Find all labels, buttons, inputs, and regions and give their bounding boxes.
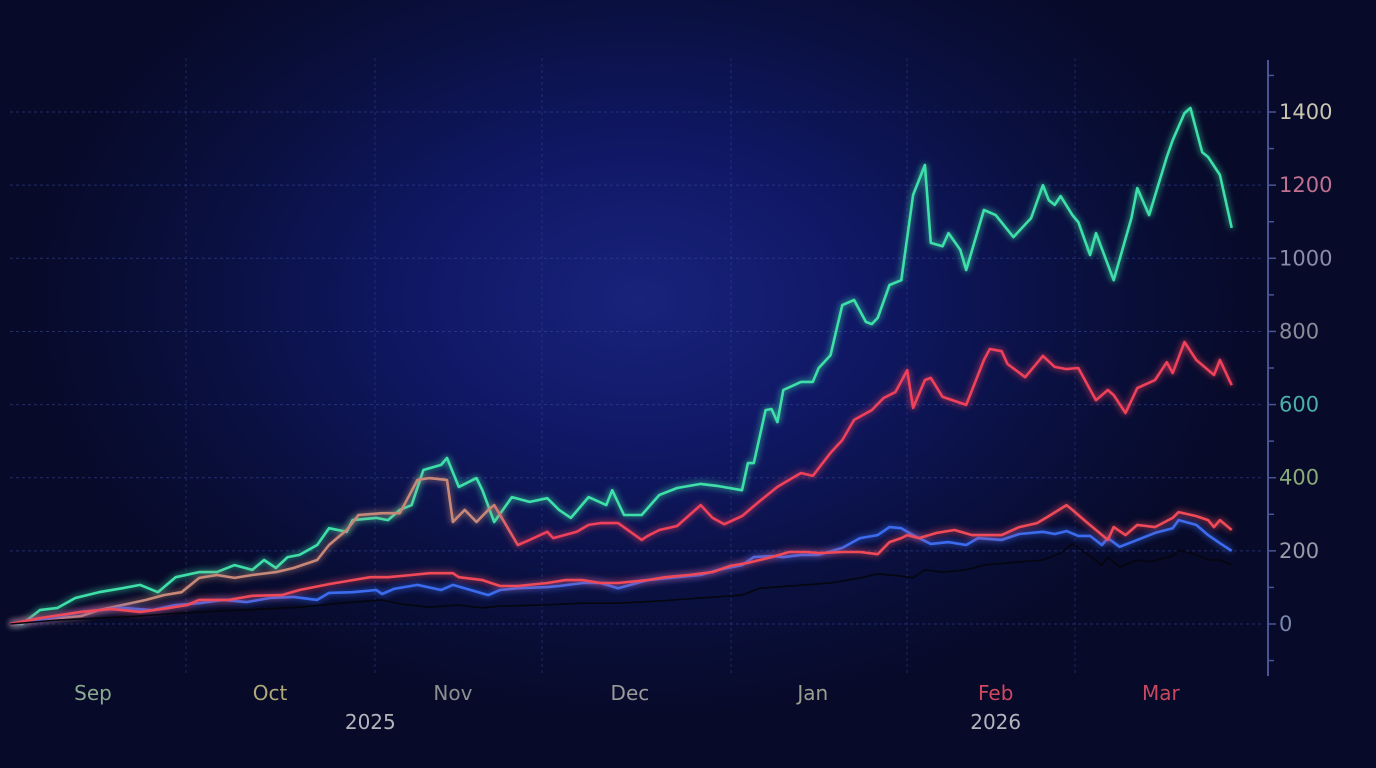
series-line-red-lower bbox=[10, 503, 1233, 626]
x-tick-label: Oct bbox=[253, 681, 288, 705]
series-line-red-upper bbox=[10, 340, 1233, 626]
y-tick-label: 600 bbox=[1279, 393, 1319, 417]
x-tick-label: Mar bbox=[1142, 681, 1181, 705]
grid bbox=[10, 58, 1262, 675]
y-tick-label: 1000 bbox=[1279, 246, 1332, 270]
x-tick-label: Nov bbox=[433, 681, 472, 705]
series-group bbox=[10, 106, 1233, 626]
x-tick-labels: Sep Oct Nov Dec Jan Feb Mar 2025 2026 bbox=[74, 681, 1180, 734]
y-tick-label: 0 bbox=[1279, 612, 1292, 636]
x-tick-label: Jan bbox=[795, 681, 828, 705]
series-line-black bbox=[10, 543, 1233, 625]
year-label: 2025 bbox=[345, 710, 396, 734]
y-tick-labels: 0 200 400 600 800 1000 1200 1400 bbox=[1279, 100, 1332, 636]
y-tick-label: 200 bbox=[1279, 539, 1319, 563]
y-tick-label: 1400 bbox=[1279, 100, 1332, 124]
x-tick-label: Feb bbox=[978, 681, 1013, 705]
x-tick-label: Dec bbox=[611, 681, 650, 705]
y-tick-label: 400 bbox=[1279, 466, 1319, 490]
year-label: 2026 bbox=[970, 710, 1021, 734]
y-tick-label: 1200 bbox=[1279, 173, 1332, 197]
y-tick-label: 800 bbox=[1279, 319, 1319, 343]
series-line-teal bbox=[10, 106, 1233, 626]
y-axis bbox=[1267, 60, 1276, 676]
x-tick-label: Sep bbox=[74, 681, 112, 705]
